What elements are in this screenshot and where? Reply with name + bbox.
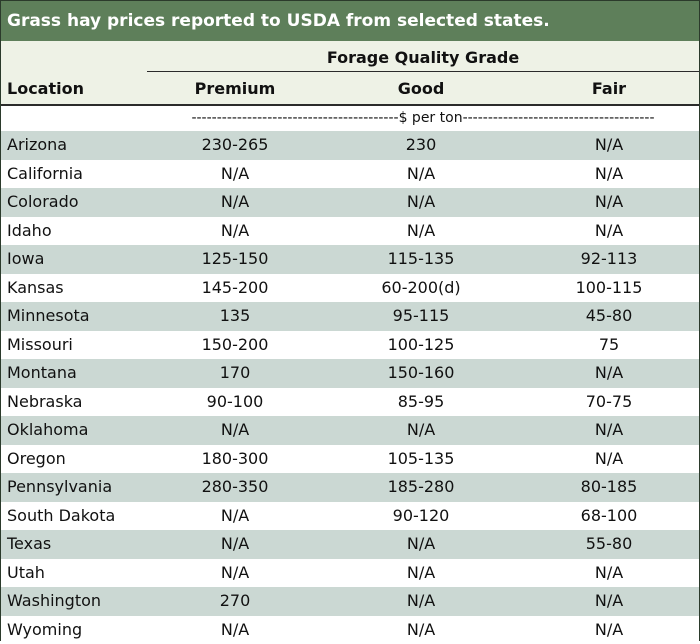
cell-premium: N/A xyxy=(147,502,323,531)
cell-premium: N/A xyxy=(147,160,323,189)
cell-location: Arizona xyxy=(7,131,67,160)
units-label: ----------------------------------------… xyxy=(147,106,699,131)
column-header-premium: Premium xyxy=(147,75,323,103)
cell-good: N/A xyxy=(323,160,519,189)
cell-good: N/A xyxy=(323,416,519,445)
cell-good: 105-135 xyxy=(323,445,519,474)
cell-location: Pennsylvania xyxy=(7,473,112,502)
cell-location: Utah xyxy=(7,559,45,588)
cell-premium: N/A xyxy=(147,616,323,644)
cell-good: 185-280 xyxy=(323,473,519,502)
cell-premium: N/A xyxy=(147,416,323,445)
cell-fair: 55-80 xyxy=(519,530,699,559)
group-header-rule xyxy=(147,71,699,72)
cell-location: Missouri xyxy=(7,331,73,360)
cell-location: Montana xyxy=(7,359,77,388)
cell-location: Washington xyxy=(7,587,101,616)
cell-fair: 70-75 xyxy=(519,388,699,417)
cell-good: 95-115 xyxy=(323,302,519,331)
cell-location: Idaho xyxy=(7,217,52,246)
cell-location: Colorado xyxy=(7,188,79,217)
column-header-location: Location xyxy=(7,75,84,103)
cell-good: 230 xyxy=(323,131,519,160)
cell-premium: 230-265 xyxy=(147,131,323,160)
cell-fair: 75 xyxy=(519,331,699,360)
cell-premium: 150-200 xyxy=(147,331,323,360)
cell-good: N/A xyxy=(323,530,519,559)
cell-fair: N/A xyxy=(519,416,699,445)
cell-good: N/A xyxy=(323,217,519,246)
cell-premium: 90-100 xyxy=(147,388,323,417)
cell-fair: 92-113 xyxy=(519,245,699,274)
cell-fair: N/A xyxy=(519,160,699,189)
cell-location: Kansas xyxy=(7,274,64,303)
cell-fair: N/A xyxy=(519,587,699,616)
cell-location: Oklahoma xyxy=(7,416,88,445)
cell-premium: 270 xyxy=(147,587,323,616)
cell-fair: N/A xyxy=(519,188,699,217)
cell-premium: N/A xyxy=(147,559,323,588)
group-header: Forage Quality Grade xyxy=(147,45,699,71)
cell-location: Nebraska xyxy=(7,388,82,417)
cell-location: California xyxy=(7,160,83,189)
cell-fair: 45-80 xyxy=(519,302,699,331)
cell-fair: N/A xyxy=(519,131,699,160)
cell-fair: N/A xyxy=(519,445,699,474)
cell-good: N/A xyxy=(323,616,519,644)
cell-location: Minnesota xyxy=(7,302,90,331)
cell-fair: 100-115 xyxy=(519,274,699,303)
table-title: Grass hay prices reported to USDA from s… xyxy=(1,1,699,41)
cell-good: N/A xyxy=(323,188,519,217)
cell-good: 85-95 xyxy=(323,388,519,417)
cell-good: N/A xyxy=(323,587,519,616)
cell-premium: 170 xyxy=(147,359,323,388)
cell-good: 60-200(d) xyxy=(323,274,519,303)
cell-fair: 68-100 xyxy=(519,502,699,531)
cell-fair: 80-185 xyxy=(519,473,699,502)
cell-good: 90-120 xyxy=(323,502,519,531)
cell-fair: N/A xyxy=(519,217,699,246)
cell-good: N/A xyxy=(323,559,519,588)
cell-location: Iowa xyxy=(7,245,44,274)
cell-good: 115-135 xyxy=(323,245,519,274)
cell-location: Texas xyxy=(7,530,51,559)
cell-location: Oregon xyxy=(7,445,66,474)
cell-fair: N/A xyxy=(519,559,699,588)
cell-premium: 280-350 xyxy=(147,473,323,502)
cell-premium: 135 xyxy=(147,302,323,331)
cell-fair: N/A xyxy=(519,616,699,644)
cell-premium: N/A xyxy=(147,188,323,217)
cell-fair: N/A xyxy=(519,359,699,388)
cell-premium: 125-150 xyxy=(147,245,323,274)
cell-good: 150-160 xyxy=(323,359,519,388)
cell-premium: 145-200 xyxy=(147,274,323,303)
cell-location: South Dakota xyxy=(7,502,115,531)
cell-premium: N/A xyxy=(147,217,323,246)
column-header-fair: Fair xyxy=(519,75,699,103)
column-header-good: Good xyxy=(323,75,519,103)
cell-premium: 180-300 xyxy=(147,445,323,474)
cell-good: 100-125 xyxy=(323,331,519,360)
cell-location: Wyoming xyxy=(7,616,82,644)
cell-premium: N/A xyxy=(147,530,323,559)
